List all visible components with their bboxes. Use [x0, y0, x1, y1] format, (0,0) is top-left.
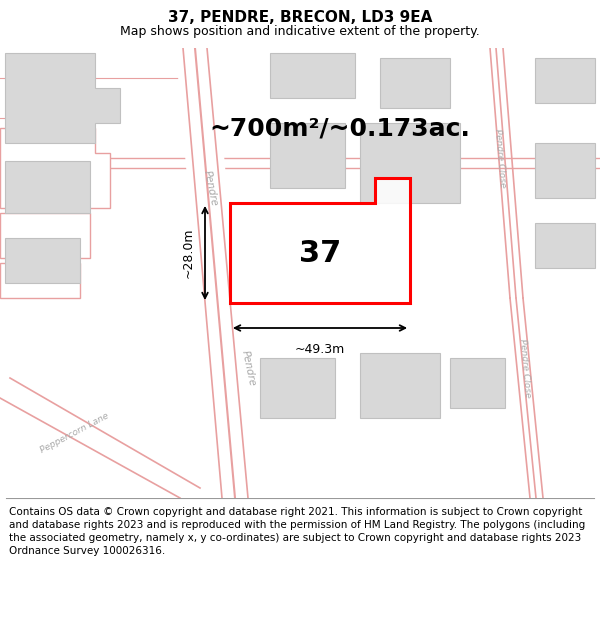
Bar — [260, 358, 335, 418]
Polygon shape — [0, 263, 80, 298]
Bar — [270, 53, 355, 98]
Text: 37: 37 — [299, 239, 341, 268]
Bar — [380, 58, 450, 108]
Text: Pendre Close: Pendre Close — [518, 338, 532, 398]
Polygon shape — [0, 128, 110, 208]
Bar — [535, 143, 595, 198]
Text: Contains OS data © Crown copyright and database right 2021. This information is : Contains OS data © Crown copyright and d… — [9, 507, 585, 556]
Text: ~700m²/~0.173ac.: ~700m²/~0.173ac. — [209, 116, 470, 140]
Bar — [360, 123, 460, 203]
Bar — [270, 123, 345, 188]
Text: 37, PENDRE, BRECON, LD3 9EA: 37, PENDRE, BRECON, LD3 9EA — [168, 9, 432, 24]
Bar — [535, 58, 595, 103]
Bar — [450, 358, 505, 408]
Text: ~28.0m: ~28.0m — [182, 228, 195, 278]
Bar — [535, 223, 595, 268]
Polygon shape — [230, 178, 410, 303]
Bar — [5, 238, 80, 283]
Text: Peppercorn Lane: Peppercorn Lane — [39, 411, 111, 455]
Bar — [360, 353, 440, 418]
Polygon shape — [5, 53, 120, 143]
Text: Pendre Close: Pendre Close — [493, 128, 507, 188]
Bar — [5, 161, 90, 213]
Text: ~49.3m: ~49.3m — [295, 343, 345, 356]
Text: Pendre: Pendre — [239, 349, 257, 387]
Text: Map shows position and indicative extent of the property.: Map shows position and indicative extent… — [120, 26, 480, 38]
Polygon shape — [0, 213, 90, 258]
Text: Pendre: Pendre — [202, 169, 218, 207]
